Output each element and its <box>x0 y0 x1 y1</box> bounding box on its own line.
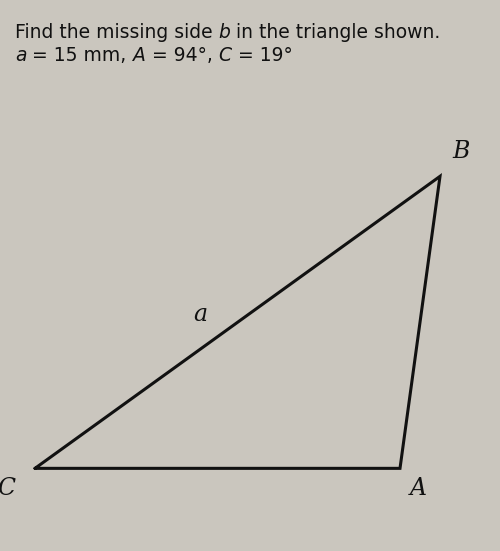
Text: A: A <box>410 477 427 500</box>
Text: C: C <box>218 46 232 65</box>
Text: = 19°: = 19° <box>232 46 292 65</box>
Text: a: a <box>15 46 26 65</box>
Text: in the triangle shown.: in the triangle shown. <box>230 23 441 42</box>
Text: Find the missing side: Find the missing side <box>15 23 218 42</box>
Text: b: b <box>218 23 230 42</box>
Text: = 94°,: = 94°, <box>146 46 218 65</box>
Text: a: a <box>193 302 207 326</box>
Text: B: B <box>452 139 470 163</box>
Text: = 15 mm,: = 15 mm, <box>26 46 133 65</box>
Text: C: C <box>0 477 15 500</box>
Text: A: A <box>133 46 145 65</box>
